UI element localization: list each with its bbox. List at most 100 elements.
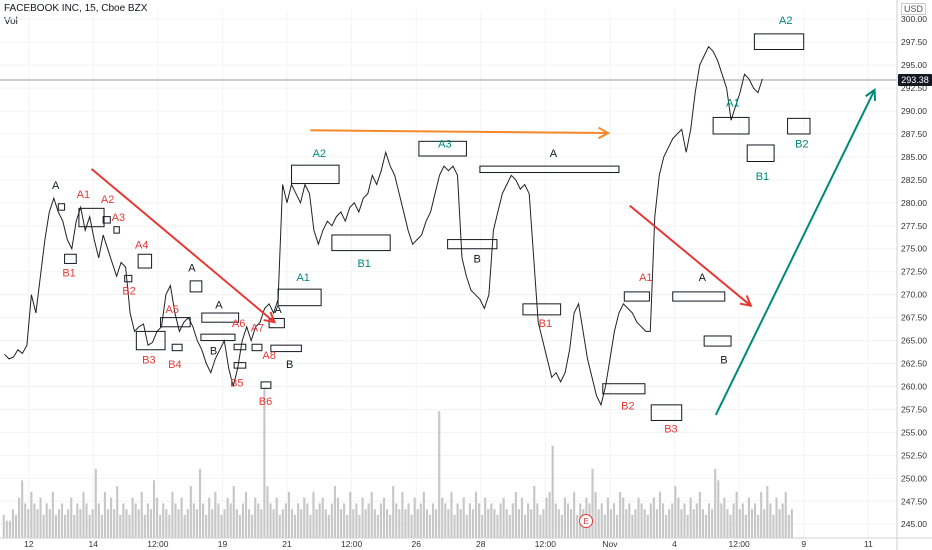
trend-arrow[interactable]: [310, 128, 608, 139]
wave-label: A5: [165, 304, 178, 316]
volume-bar: [162, 503, 164, 538]
volume-bar: [285, 503, 287, 538]
annotation-box[interactable]: [138, 254, 151, 268]
earnings-marker[interactable]: E: [580, 515, 593, 528]
wave-label: A2: [779, 15, 792, 27]
annotation-box[interactable]: [261, 382, 271, 388]
x-tick-label: 19: [218, 539, 228, 549]
volume-bar: [55, 515, 57, 538]
volume-bar: [521, 498, 523, 538]
annotation-box[interactable]: [651, 405, 681, 421]
volume-bar: [58, 509, 60, 538]
volume-bar: [745, 515, 747, 538]
volume-bar: [591, 469, 593, 538]
volume-bar: [9, 521, 11, 538]
volume-bar: [147, 503, 149, 538]
volume-bar: [411, 515, 413, 538]
volume-bar: [622, 498, 624, 538]
x-tick-label: 12:00: [341, 539, 363, 549]
volume-bar: [303, 498, 305, 538]
volume-bar: [30, 492, 32, 538]
volume-bar: [729, 515, 731, 538]
volume-bar: [487, 509, 489, 538]
wave-label: A4: [135, 240, 148, 252]
volume-bar: [52, 492, 54, 538]
volume-bar: [779, 509, 781, 538]
annotation-box[interactable]: [624, 292, 649, 301]
annotation-box[interactable]: [292, 165, 340, 183]
volume-bar: [85, 503, 87, 538]
wave-label: B: [286, 359, 293, 371]
volume-bar: [478, 503, 480, 538]
wave-label: B3: [142, 355, 155, 367]
trend-arrow[interactable]: [630, 206, 751, 306]
wave-label: A: [699, 272, 707, 284]
volume-bar: [205, 515, 207, 538]
annotation-box[interactable]: [788, 118, 810, 134]
volume-bar: [506, 509, 508, 538]
volume-bar: [518, 509, 520, 538]
volume-bar: [239, 515, 241, 538]
volume-bar: [598, 509, 600, 538]
annotation-box[interactable]: [161, 318, 191, 327]
volume-bar: [116, 486, 118, 538]
annotation-box[interactable]: [65, 254, 77, 263]
annotation-box[interactable]: [114, 227, 119, 233]
annotation-box[interactable]: [278, 289, 321, 306]
annotation-box[interactable]: [332, 235, 390, 251]
volume-bar: [720, 503, 722, 538]
wave-label: B5: [230, 377, 243, 389]
annotation-box[interactable]: [201, 334, 235, 340]
volume-bar: [273, 509, 275, 538]
volume-bar: [567, 503, 569, 538]
volume-bar: [181, 498, 183, 538]
volume-bar: [426, 509, 428, 538]
volume-bar: [79, 509, 81, 538]
volume-bar: [656, 509, 658, 538]
volume-bar: [662, 503, 664, 538]
annotation-box[interactable]: [190, 281, 202, 292]
volume-bar: [119, 515, 121, 538]
volume-bar: [677, 498, 679, 538]
annotation-box[interactable]: [125, 275, 132, 281]
y-tick-label: 297.50: [901, 37, 927, 47]
volume-bar: [193, 503, 195, 538]
volume-bar: [322, 498, 324, 538]
volume-bar: [171, 492, 173, 538]
wave-label: B2: [795, 139, 808, 151]
volume-bar: [202, 503, 204, 538]
wave-label: A2: [313, 148, 326, 160]
volume-bar: [631, 515, 633, 538]
y-tick-label: 272.50: [901, 267, 927, 277]
volume-bar: [343, 503, 345, 538]
volume-bar: [227, 498, 229, 538]
volume-bar: [46, 503, 48, 538]
volume-bar: [39, 498, 41, 538]
annotation-box[interactable]: [747, 145, 774, 162]
annotation-box[interactable]: [448, 240, 497, 249]
y-tick-label: 280.00: [901, 198, 927, 208]
wave-label: A2: [101, 194, 114, 206]
y-tick-label: 262.50: [901, 359, 927, 369]
annotation-box[interactable]: [172, 344, 182, 350]
volume-bar: [496, 515, 498, 538]
annotation-box[interactable]: [673, 292, 725, 301]
trend-arrow[interactable]: [91, 169, 274, 322]
annotation-box[interactable]: [234, 344, 246, 350]
annotation-box[interactable]: [523, 304, 561, 315]
wave-label: A: [274, 304, 282, 316]
annotation-box[interactable]: [480, 166, 619, 172]
volume-bar: [377, 515, 379, 538]
annotation-box[interactable]: [252, 344, 262, 350]
annotation-box[interactable]: [58, 204, 64, 210]
volume-bar: [349, 492, 351, 538]
annotation-box[interactable]: [603, 384, 645, 394]
volume-bar: [104, 492, 106, 538]
wave-label: B1: [62, 267, 75, 279]
y-tick-label: 285.00: [901, 152, 927, 162]
volume-bar: [371, 492, 373, 538]
volume-bar: [668, 509, 670, 538]
y-tick-label: 287.50: [901, 129, 927, 139]
volume-bar: [726, 509, 728, 538]
